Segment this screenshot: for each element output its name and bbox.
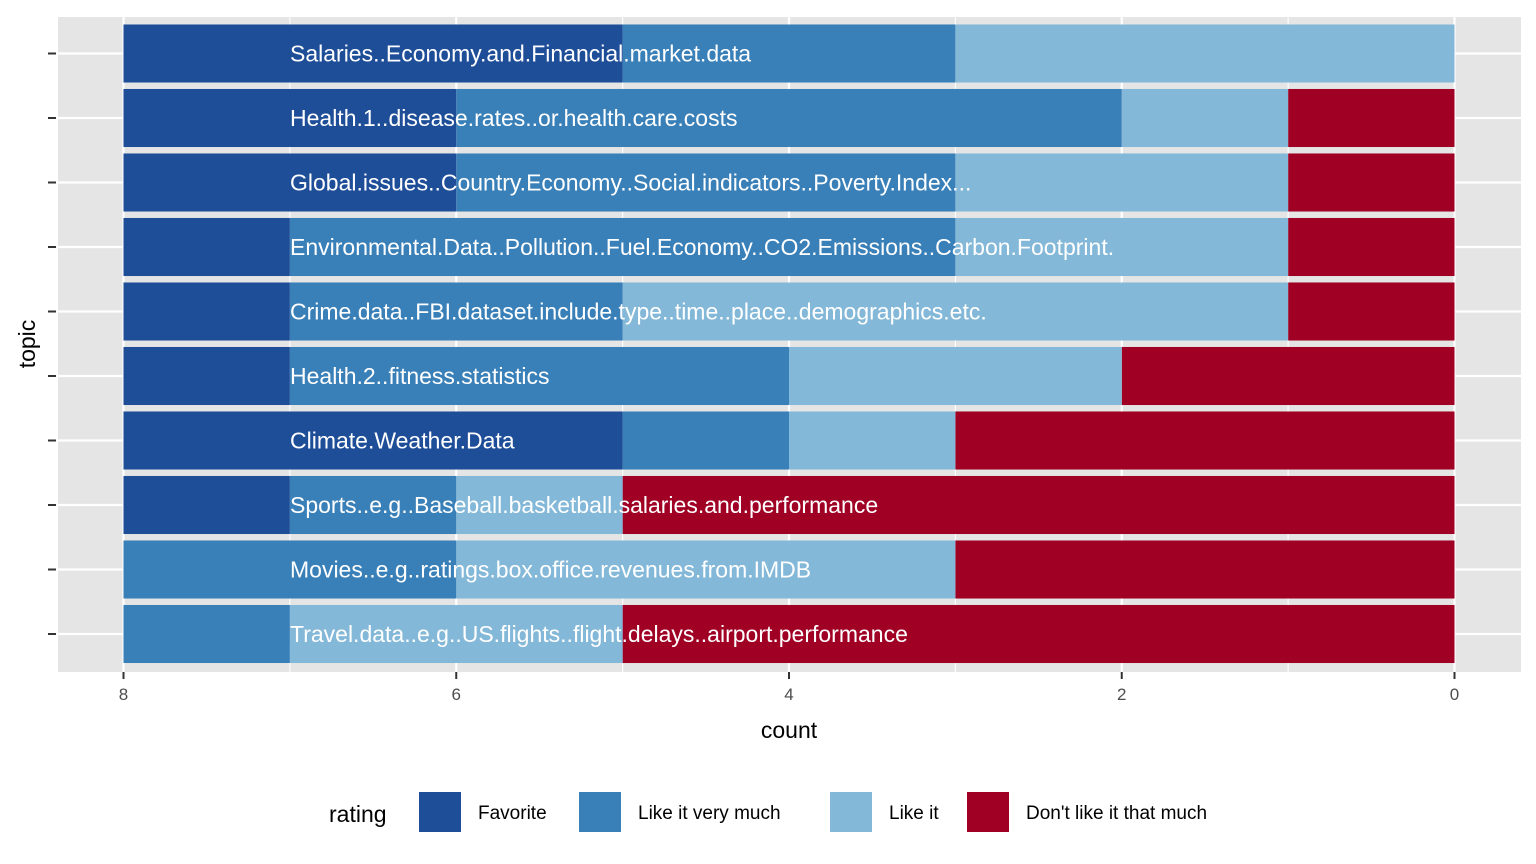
bar-segment — [123, 346, 290, 406]
bar-segment — [456, 475, 623, 535]
bar-segment — [622, 282, 1289, 341]
bars — [123, 24, 1455, 664]
bar-segment — [456, 88, 1122, 148]
bar-segment — [1121, 346, 1455, 406]
bar-segment — [123, 604, 290, 664]
bar-topic-label: Health.2..fitness.statistics — [290, 363, 550, 389]
bar-segment — [1121, 88, 1289, 148]
legend-key — [419, 792, 461, 832]
bar-segment — [955, 411, 1455, 470]
bar-topic-label: Salaries..Economy.and.Financial.market.d… — [290, 41, 751, 67]
bar-segment — [123, 475, 290, 535]
legend-label: Like it — [889, 803, 939, 824]
bar-segment — [622, 475, 1455, 535]
x-axis-title: count — [761, 717, 818, 743]
x-axis-ticks: 8 6 4 2 0 — [119, 672, 1459, 704]
bar-segment — [1288, 282, 1455, 341]
bar-topic-label: Travel.data..e.g..US.flights..flight.del… — [290, 621, 908, 647]
x-tick-label: 0 — [1450, 685, 1459, 704]
bar-segment — [955, 217, 1289, 277]
bar-segment — [955, 153, 1289, 212]
bar-topic-label: Environmental.Data..Pollution..Fuel.Econ… — [290, 234, 1114, 260]
bar-segment — [456, 153, 956, 212]
y-axis-ticks — [48, 52, 56, 635]
bar-segment — [123, 217, 290, 277]
bar-segment — [622, 604, 1455, 664]
bar-topic-label: Crime.data..FBI.dataset.include.type..ti… — [290, 299, 987, 325]
bar-segment — [1288, 153, 1455, 212]
bar-segment — [289, 282, 623, 341]
bar-topic-label: Movies..e.g..ratings.box.office.revenues… — [290, 557, 811, 583]
x-tick-label: 4 — [784, 685, 793, 704]
bar-segment — [123, 88, 457, 148]
x-tick-label: 8 — [119, 685, 128, 704]
legend-label: Don't like it that much — [1026, 803, 1207, 824]
legend: rating Favorite Like it very much Like it D… — [329, 792, 1207, 832]
bar-topic-label: Health.1..disease.rates..or.health.care.… — [290, 105, 737, 131]
x-tick-label: 6 — [452, 685, 461, 704]
bar-segment — [955, 540, 1455, 599]
legend-label: Like it very much — [638, 803, 781, 824]
bar-segment — [289, 346, 789, 406]
x-tick-label: 2 — [1117, 685, 1126, 704]
bar-segment — [1288, 217, 1455, 277]
legend-key — [830, 792, 872, 832]
bar-segment — [289, 217, 956, 277]
y-axis-title: topic — [14, 320, 40, 369]
legend-key — [967, 792, 1009, 832]
bar-segment — [123, 411, 623, 470]
bar-segment — [1288, 88, 1455, 148]
bar-segment — [955, 24, 1455, 83]
bar-segment — [123, 282, 290, 341]
legend-title: rating — [329, 801, 387, 827]
legend-label: Favorite — [478, 803, 547, 824]
bar-segment — [289, 475, 457, 535]
bar-segment — [123, 153, 457, 212]
bar-segment — [123, 540, 457, 599]
bar-topic-label: Global.issues..Country.Economy..Social.i… — [290, 170, 971, 196]
bar-labels: Salaries..Economy.and.Financial.market.d… — [290, 41, 1114, 648]
bar-segment — [456, 540, 956, 599]
bar-topic-label: Sports..e.g..Baseball.basketball.salarie… — [290, 492, 878, 518]
bar-segment — [289, 604, 623, 664]
bar-segment — [622, 24, 956, 83]
bar-segment — [123, 24, 623, 83]
bar-segment — [789, 411, 956, 470]
bar-segment — [789, 346, 1122, 406]
legend-key — [579, 792, 621, 832]
bar-segment — [622, 411, 789, 470]
bar-topic-label: Climate.Weather.Data — [290, 428, 515, 454]
